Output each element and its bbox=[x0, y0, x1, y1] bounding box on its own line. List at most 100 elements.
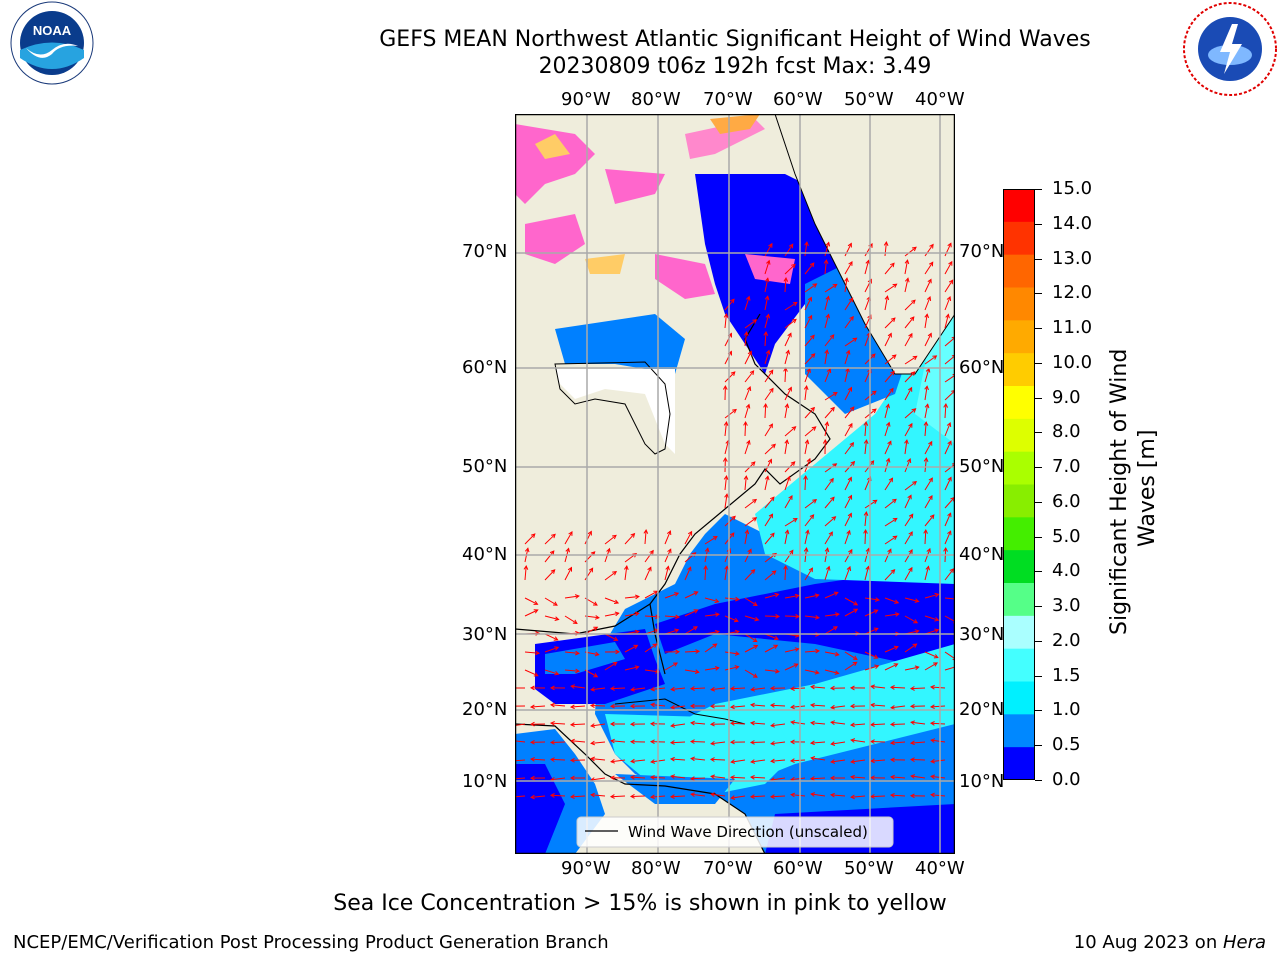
wind-arrow-head bbox=[630, 532, 636, 538]
wind-arrow-head bbox=[523, 564, 529, 570]
wind-arrow-head bbox=[652, 643, 658, 648]
wind-arrow-head bbox=[783, 276, 789, 282]
wind-arrow-head bbox=[946, 422, 952, 428]
wind-arrow bbox=[644, 590, 658, 599]
wind-arrow-head bbox=[722, 384, 728, 390]
wind-arrow-head bbox=[723, 313, 729, 318]
wind-arrow-head bbox=[752, 637, 758, 643]
wind-arrow-head bbox=[703, 564, 708, 570]
wind-arrow-head bbox=[887, 440, 892, 446]
wind-arrow-head bbox=[923, 528, 928, 534]
wind-arrow-head bbox=[890, 569, 896, 574]
wind-arrow bbox=[764, 388, 774, 401]
wind-arrow bbox=[704, 565, 707, 581]
wind-arrow bbox=[724, 476, 727, 491]
wind-arrow-head bbox=[933, 654, 939, 659]
wind-arrow-head bbox=[891, 354, 897, 359]
wind-arrow-head bbox=[812, 283, 818, 288]
wind-arrow-head bbox=[810, 334, 815, 340]
wind-arrow bbox=[784, 263, 796, 275]
wind-arrow-head bbox=[947, 512, 952, 518]
wind-arrow bbox=[564, 567, 572, 581]
wind-arrow bbox=[744, 569, 755, 581]
wind-arrow-head bbox=[775, 613, 781, 619]
wind-arrow-head bbox=[550, 569, 556, 574]
wind-arrow bbox=[804, 283, 817, 293]
wind-arrow bbox=[804, 650, 820, 653]
colorbar-tick-mark bbox=[1035, 780, 1042, 781]
wind-arrow-head bbox=[689, 703, 695, 709]
wind-arrow-head bbox=[593, 626, 599, 631]
wind-arrow bbox=[771, 759, 786, 762]
wind-arrow bbox=[824, 463, 837, 473]
wind-arrow-head bbox=[749, 720, 755, 726]
lon-label-top: 90°W bbox=[561, 89, 611, 110]
wind-arrow bbox=[864, 243, 873, 257]
wind-arrow-head bbox=[770, 532, 775, 538]
wind-arrow-head bbox=[783, 564, 788, 570]
wind-arrow-head bbox=[574, 594, 580, 599]
wind-arrow-head bbox=[943, 402, 949, 408]
wind-arrow bbox=[784, 476, 790, 491]
wind-arrow-head bbox=[647, 566, 652, 572]
wind-arrow-head bbox=[723, 421, 729, 426]
wind-arrow-head bbox=[770, 496, 775, 502]
wind-arrow bbox=[944, 422, 951, 437]
wind-arrow bbox=[730, 705, 746, 708]
wind-arrow-head bbox=[889, 757, 895, 763]
wind-arrow bbox=[784, 440, 788, 455]
wind-arrow bbox=[944, 390, 955, 401]
wind-arrow-head bbox=[823, 259, 829, 264]
wind-arrow bbox=[770, 704, 786, 707]
wind-arrow-head bbox=[666, 530, 672, 536]
wind-arrow bbox=[624, 612, 639, 617]
wind-arrow bbox=[884, 283, 897, 293]
wind-arrow bbox=[884, 499, 897, 509]
wind-arrow-head bbox=[710, 740, 715, 746]
wind-arrow bbox=[851, 739, 866, 743]
wind-arrow bbox=[824, 283, 837, 293]
wind-arrow-head bbox=[832, 392, 838, 397]
wind-arrow-head bbox=[909, 740, 915, 746]
wind-arrow-head bbox=[904, 439, 909, 445]
wind-arrow bbox=[544, 597, 558, 606]
wind-arrow bbox=[791, 794, 806, 797]
wind-arrow bbox=[704, 667, 719, 671]
wind-arrow-head bbox=[764, 475, 770, 481]
wind-arrow-head bbox=[629, 739, 635, 745]
wind-arrow-head bbox=[869, 702, 875, 708]
wind-arrow bbox=[804, 567, 813, 581]
lat-label-right: 40°N bbox=[959, 544, 1005, 565]
wave-height-map: Wind Wave Direction (unscaled) bbox=[515, 114, 955, 854]
wind-arrow-head bbox=[569, 757, 575, 763]
coastline bbox=[614, 698, 746, 725]
colorbar-tick-mark bbox=[1035, 397, 1042, 399]
wind-arrow bbox=[784, 550, 794, 563]
wind-arrow bbox=[824, 651, 839, 656]
wind-arrow-head bbox=[890, 317, 896, 323]
colorbar-tick-mark bbox=[1035, 293, 1042, 295]
wind-arrow-head bbox=[785, 349, 791, 355]
wind-arrow-head bbox=[847, 494, 853, 500]
wind-arrow bbox=[644, 643, 657, 653]
wind-arrow bbox=[750, 795, 766, 798]
wind-arrow bbox=[924, 651, 939, 659]
wind-arrow-head bbox=[824, 349, 829, 355]
wind-arrow-head bbox=[830, 496, 835, 502]
wind-arrow bbox=[831, 721, 846, 725]
wind-arrow-head bbox=[824, 547, 830, 553]
wind-arrow bbox=[744, 296, 750, 311]
wind-arrow-head bbox=[729, 721, 735, 726]
wind-arrow-head bbox=[830, 704, 835, 710]
wind-arrow-head bbox=[554, 646, 560, 651]
wind-arrow-head bbox=[825, 241, 831, 247]
wind-arrow-head bbox=[615, 649, 621, 655]
wind-arrow bbox=[864, 529, 867, 545]
wind-arrow bbox=[824, 392, 838, 401]
wind-arrow bbox=[910, 741, 926, 744]
wind-arrow-head bbox=[729, 532, 735, 538]
wind-arrow-head bbox=[863, 420, 869, 426]
wind-arrow-head bbox=[847, 386, 852, 392]
colorbar-tick-mark bbox=[1035, 536, 1042, 538]
wind-arrow bbox=[724, 314, 727, 329]
